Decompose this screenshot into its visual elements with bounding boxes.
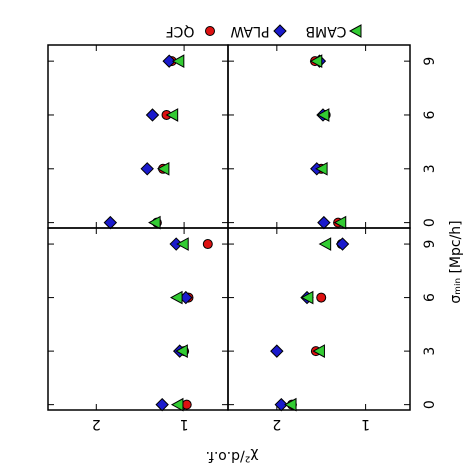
- x-tick-label: 3: [422, 347, 438, 356]
- x-tick-label: 9: [422, 240, 438, 249]
- legend-label: QCF: [166, 23, 195, 39]
- point: [333, 215, 347, 230]
- point: [312, 344, 325, 358]
- legend-marker: [348, 24, 362, 38]
- y-tick-label: 1: [361, 416, 370, 432]
- point: [140, 162, 154, 176]
- point: [170, 290, 183, 305]
- point: [274, 397, 288, 412]
- point: [165, 108, 179, 122]
- point: [175, 344, 188, 358]
- legend-marker: [205, 26, 215, 36]
- point: [309, 54, 323, 68]
- point: [170, 397, 184, 412]
- panel-frame: [47, 227, 229, 411]
- point: [318, 237, 332, 251]
- point: [103, 215, 118, 230]
- point: [316, 108, 330, 122]
- point: [176, 237, 189, 251]
- legend-label: PLAW: [230, 23, 269, 39]
- x-axis-label: σₘᵢₙ [Mpc/h]: [448, 220, 464, 303]
- point: [316, 292, 327, 303]
- point: [145, 108, 160, 122]
- panel-frame: [227, 227, 411, 411]
- y-axis-label: χ²/d.o.f.: [206, 448, 259, 464]
- y-tick-label: 2: [272, 416, 281, 432]
- point: [155, 397, 169, 412]
- point: [171, 54, 185, 68]
- x-tick-label: 3: [422, 164, 438, 173]
- point: [315, 161, 328, 176]
- point: [300, 290, 314, 305]
- x-tick-label: 6: [422, 110, 438, 119]
- point: [181, 399, 192, 410]
- legend-label: CAMB: [305, 23, 346, 39]
- y-tick-label: 2: [92, 416, 101, 432]
- panel-frame: [227, 44, 411, 229]
- y-tick-label: 1: [180, 416, 189, 432]
- legend-marker: [273, 24, 287, 38]
- point: [148, 215, 161, 230]
- point: [156, 161, 170, 176]
- point: [283, 397, 297, 412]
- point: [335, 237, 350, 251]
- x-tick-label: 9: [422, 57, 438, 66]
- x-tick-label: 0: [422, 400, 438, 409]
- point: [162, 54, 176, 68]
- point: [270, 344, 284, 358]
- point: [202, 239, 213, 250]
- point: [317, 215, 331, 230]
- x-tick-label: 0: [422, 218, 438, 227]
- x-tick-label: 6: [422, 293, 438, 302]
- panel-frame: [47, 44, 229, 229]
